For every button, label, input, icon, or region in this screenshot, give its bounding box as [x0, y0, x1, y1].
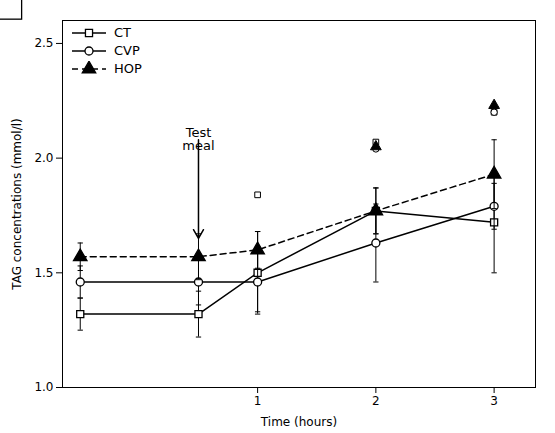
svg-text:3: 3: [490, 394, 498, 408]
svg-text:2: 2: [372, 394, 380, 408]
html-text:HOP: HOP: [114, 61, 142, 76]
svg-text:Testmeal: Testmeal: [182, 125, 214, 153]
svg-text:Time (hours): Time (hours): [260, 415, 337, 429]
svg-text:1.5: 1.5: [34, 266, 53, 280]
html-text:CVP: CVP: [114, 43, 140, 58]
svg-text:2.5: 2.5: [34, 36, 53, 50]
svg-text:1: 1: [254, 394, 262, 408]
html-text:CT: CT: [114, 25, 131, 40]
svg-text:1.0: 1.0: [34, 380, 53, 394]
svg-text:TAG concentrations (mmol/l): TAG concentrations (mmol/l): [10, 118, 24, 290]
svg-text:2.0: 2.0: [34, 151, 53, 165]
